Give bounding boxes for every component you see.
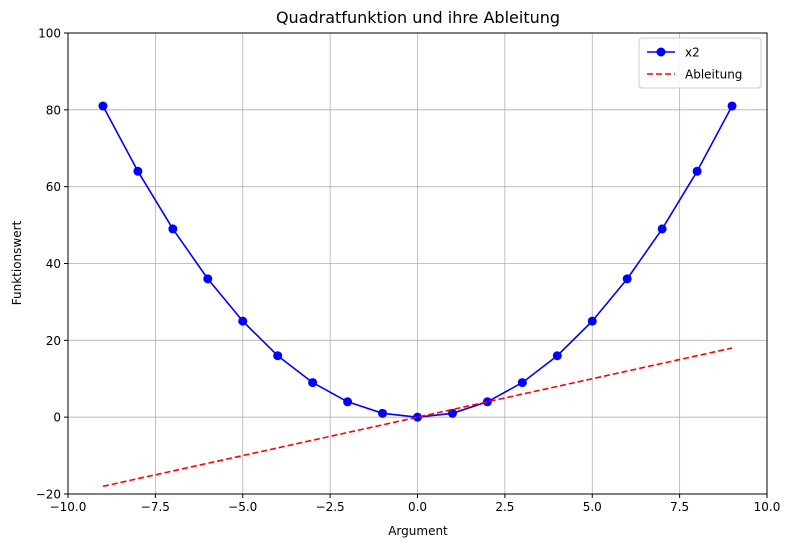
legend-label: x2: [685, 46, 700, 60]
legend-label: Ableitung: [685, 68, 742, 82]
x-axis-label: Argument: [388, 524, 448, 538]
y-tick-label: 20: [46, 334, 61, 348]
y-tick-label: 0: [53, 411, 61, 425]
x-tick-label: −2.5: [316, 500, 345, 514]
x-tick-label: −10.0: [50, 500, 87, 514]
data-point: [133, 166, 143, 176]
x-tick-label: 2.5: [495, 500, 514, 514]
series-layer: [98, 101, 737, 488]
series-line-1: [102, 347, 733, 488]
data-point: [552, 351, 562, 361]
data-point: [413, 412, 422, 422]
data-point: [168, 224, 178, 234]
data-point: [482, 397, 492, 407]
y-tick-label: 80: [46, 103, 61, 117]
y-tick-label: −20: [36, 488, 61, 502]
x-tick-label: −5.0: [228, 500, 257, 514]
x-tick-label: 0.0: [408, 500, 427, 514]
x-tick-label: 10.0: [754, 500, 781, 514]
legend-swatch-marker: [656, 47, 666, 57]
data-point: [657, 224, 667, 234]
y-tick-label: 100: [38, 27, 61, 41]
x-tick-label: 5.0: [583, 500, 602, 514]
data-point: [587, 316, 597, 326]
y-tick-label: 40: [46, 257, 61, 271]
y-tick-label: 60: [46, 180, 61, 194]
data-point: [98, 101, 108, 111]
data-point: [692, 166, 702, 176]
x-tick-label: −7.5: [141, 500, 170, 514]
data-point: [447, 408, 457, 418]
data-point: [517, 378, 527, 388]
data-point: [378, 408, 388, 418]
data-point: [273, 351, 283, 361]
data-point: [238, 316, 248, 326]
data-point: [308, 378, 318, 388]
data-point: [343, 397, 353, 407]
chart-title: Quadratfunktion und ihre Ableitung: [276, 8, 560, 27]
data-point: [727, 101, 737, 111]
grid: [67, 32, 768, 495]
legend-box: [638, 37, 762, 89]
y-axis-label: Funktionswert: [10, 220, 24, 305]
tick-layer: −10.0 −7.5 −5.0 −2.5 0.0 2.5 5.0 7.5 10.0 −20 0 20 4…: [36, 27, 781, 515]
legend: x2 Ableitung: [638, 37, 762, 89]
data-point: [622, 274, 632, 284]
x-tick-label: 7.5: [670, 500, 689, 514]
data-point: [203, 274, 213, 284]
